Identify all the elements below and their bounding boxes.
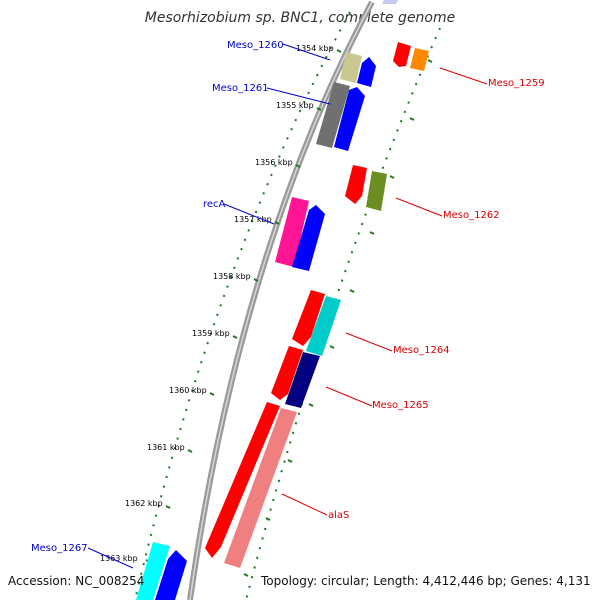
tick-label: 1358 kbp bbox=[213, 272, 251, 281]
label-meso-1261[interactable]: Meso_1261 bbox=[212, 83, 269, 94]
label-reca[interactable]: recA bbox=[203, 199, 226, 210]
label-meso-1267[interactable]: Meso_1267 bbox=[31, 543, 88, 554]
tick-label: 1363 kbp bbox=[100, 554, 138, 563]
feature-meso-1262[interactable] bbox=[345, 165, 367, 204]
feature-alas[interactable] bbox=[224, 408, 297, 568]
gene-labels: Meso_1260 Meso_1261 recA Meso_1267 Meso_… bbox=[31, 40, 545, 554]
feature-meso-1264[interactable] bbox=[292, 290, 325, 346]
tick-labels: 1354 kbp 1355 kbp 1356 kbp 1357 kbp 1358… bbox=[100, 44, 334, 563]
label-meso-1265[interactable]: Meso_1265 bbox=[372, 400, 429, 411]
feature-reca-partner[interactable] bbox=[292, 205, 325, 271]
tick-label: 1354 kbp bbox=[296, 44, 334, 53]
accession-text: Accession: NC_008254 bbox=[8, 574, 145, 588]
feature-meso-1259[interactable] bbox=[393, 42, 411, 67]
label-alas[interactable]: alaS bbox=[328, 510, 349, 521]
feature-meso-1264-partner[interactable] bbox=[306, 296, 341, 356]
tick-track-inner bbox=[134, 11, 351, 600]
label-meso-1260[interactable]: Meso_1260 bbox=[227, 40, 284, 51]
tick-label: 1357 kbp bbox=[234, 215, 272, 224]
feature-meso-1262-partner[interactable] bbox=[366, 171, 387, 211]
tick-label: 1356 kbp bbox=[255, 158, 293, 167]
tick-label: 1360 kbp bbox=[169, 386, 207, 395]
genome-backbone bbox=[187, 0, 375, 600]
feature-meso-1265[interactable] bbox=[271, 346, 303, 400]
feature-meso-1267-partner[interactable] bbox=[155, 550, 187, 600]
label-meso-1264[interactable]: Meso_1264 bbox=[393, 345, 450, 356]
feature-top-faded[interactable] bbox=[382, 0, 398, 4]
label-meso-1259[interactable]: Meso_1259 bbox=[488, 78, 545, 89]
tick-label: 1361 kbp bbox=[147, 443, 185, 452]
feature-meso-1267[interactable] bbox=[136, 542, 170, 600]
feature-meso-1261[interactable] bbox=[316, 82, 350, 148]
feature-meso-1260-partner[interactable] bbox=[357, 57, 376, 87]
tick-label: 1355 kbp bbox=[276, 101, 314, 110]
gene-features bbox=[136, 0, 429, 600]
feature-reca[interactable] bbox=[275, 197, 309, 267]
map-title: Mesorhizobium sp. BNC1, complete genome bbox=[145, 10, 456, 26]
tick-label: 1359 kbp bbox=[192, 329, 230, 338]
feature-alas-forward[interactable] bbox=[205, 402, 280, 558]
feature-meso-1261-partner[interactable] bbox=[334, 87, 365, 151]
tick-label: 1362 kbp bbox=[125, 499, 163, 508]
feature-meso-1265-partner[interactable] bbox=[285, 352, 320, 408]
genome-summary-text: Topology: circular; Length: 4,412,446 bp… bbox=[261, 574, 591, 588]
feature-meso-1259-partner[interactable] bbox=[410, 48, 429, 71]
feature-meso-1260[interactable] bbox=[340, 52, 362, 83]
label-leaders bbox=[87, 43, 488, 569]
label-meso-1262[interactable]: Meso_1262 bbox=[443, 210, 500, 221]
